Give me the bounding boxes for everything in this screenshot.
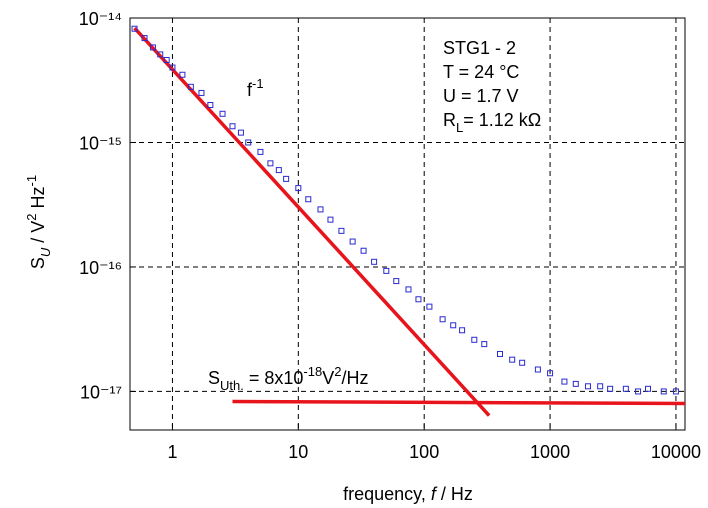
data-point xyxy=(547,370,554,377)
data-point xyxy=(283,175,290,182)
x-axis-label: frequency, f / Hz xyxy=(343,484,473,504)
text-segment: U xyxy=(38,247,53,257)
data-point xyxy=(660,388,667,395)
data-point xyxy=(481,341,488,348)
data-point xyxy=(149,44,156,51)
x-tick-label: 10 xyxy=(288,442,308,462)
data-point xyxy=(229,123,236,130)
y-tick-label: 10⁻¹⁴ xyxy=(79,9,122,29)
y-tick-label: 10⁻¹⁵ xyxy=(79,133,122,153)
data-point xyxy=(187,83,194,90)
data-point xyxy=(338,227,345,234)
data-point xyxy=(267,160,274,167)
text-segment: frequency, xyxy=(343,484,431,504)
data-point xyxy=(645,385,652,392)
data-point xyxy=(245,139,252,146)
text-segment: /Hz xyxy=(341,368,368,388)
data-point xyxy=(561,378,568,385)
data-point xyxy=(534,366,541,373)
data-point xyxy=(179,71,186,78)
text-segment: R xyxy=(443,110,456,130)
data-point xyxy=(607,385,614,392)
data-point xyxy=(275,167,282,174)
x-tick-label: 1 xyxy=(167,442,177,462)
text-segment: -18 xyxy=(303,364,322,379)
fit-line xyxy=(232,399,686,406)
text-segment: U = 1.7 V xyxy=(443,86,519,106)
data-point xyxy=(450,322,457,329)
text-segment: -1 xyxy=(252,76,264,91)
data-point xyxy=(672,388,679,395)
data-point xyxy=(295,185,302,192)
fit-line xyxy=(133,26,491,417)
annotation: SUth. = 8x10-18V2/Hz xyxy=(208,364,368,393)
data-point xyxy=(305,196,312,203)
data-point xyxy=(426,303,433,310)
data-point xyxy=(383,267,390,274)
data-point xyxy=(519,359,526,366)
data-point xyxy=(327,216,334,223)
text-segment: -1 xyxy=(24,175,39,187)
data-point xyxy=(584,383,591,390)
x-tick-label: 1000 xyxy=(530,442,570,462)
data-point xyxy=(317,206,324,213)
text-segment: Hz xyxy=(28,186,48,213)
text-segment: f xyxy=(431,484,438,504)
data-point xyxy=(393,278,400,285)
data-point xyxy=(360,247,367,254)
data-point xyxy=(471,336,478,343)
data-point xyxy=(496,350,503,357)
annotation: U = 1.7 V xyxy=(443,86,519,106)
text-segment: STG1 - 2 xyxy=(443,38,516,58)
plot-frame xyxy=(129,17,686,431)
data-point xyxy=(169,64,176,71)
text-segment: 2 xyxy=(334,364,341,379)
text-segment: / Hz xyxy=(436,484,473,504)
data-point xyxy=(371,258,378,265)
x-tick-label: 100 xyxy=(409,442,439,462)
data-point xyxy=(622,385,629,392)
y-tick-label: 10⁻¹⁷ xyxy=(80,382,122,402)
data-point xyxy=(635,388,642,395)
data-point xyxy=(597,383,604,390)
text-segment: T = 24 °C xyxy=(443,62,519,82)
text-segment: = 8x10 xyxy=(244,368,304,388)
y-axis-label: SU / V2 Hz-1 xyxy=(24,175,53,269)
annotation: f-1 xyxy=(247,76,264,100)
data-point xyxy=(157,51,164,58)
data-point xyxy=(141,35,148,42)
data-point xyxy=(219,110,226,117)
annotation: T = 24 °C xyxy=(443,62,519,82)
data-point xyxy=(198,89,205,96)
data-point xyxy=(257,148,264,155)
x-tick-label: 10000 xyxy=(651,442,701,462)
y-tick-label: 10⁻¹⁶ xyxy=(79,258,122,278)
text-segment: S xyxy=(28,257,48,269)
data-point xyxy=(415,296,422,303)
text-segment: f xyxy=(247,80,253,100)
data-point xyxy=(439,316,446,323)
annotation: RL= 1.12 kΩ xyxy=(443,110,541,135)
text-segment: / V xyxy=(28,221,48,248)
data-point xyxy=(572,380,579,387)
text-segment: L xyxy=(456,120,463,135)
text-segment: S xyxy=(208,368,220,388)
data-point xyxy=(163,56,170,63)
text-segment: = 1.12 kΩ xyxy=(463,110,541,130)
data-point xyxy=(405,286,412,293)
data-point xyxy=(207,102,214,109)
data-point xyxy=(349,238,356,245)
data-point xyxy=(509,356,516,363)
text-segment: 2 xyxy=(24,213,39,220)
annotation: STG1 - 2 xyxy=(443,38,516,58)
data-point xyxy=(237,129,244,136)
data-point xyxy=(131,25,138,32)
data-point xyxy=(459,327,466,334)
text-segment: Uth. xyxy=(220,378,244,393)
text-segment: V xyxy=(322,368,334,388)
